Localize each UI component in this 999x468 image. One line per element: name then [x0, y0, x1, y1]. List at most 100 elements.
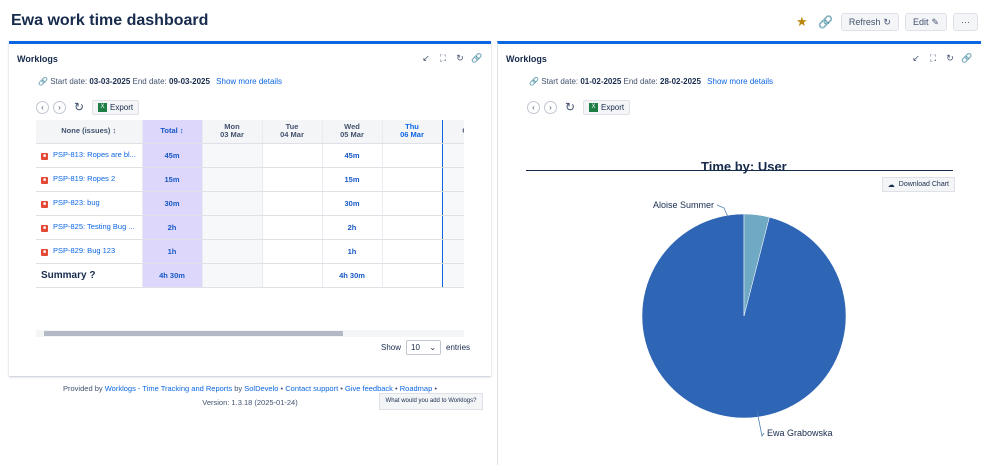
fri-cell[interactable]: [442, 167, 464, 192]
wed-cell[interactable]: 2h: [322, 215, 383, 240]
thu-cell[interactable]: [381, 215, 443, 240]
help-icon[interactable]: ?: [89, 269, 96, 281]
show-more-details-link[interactable]: Show more details: [707, 77, 773, 86]
issue-cell[interactable]: ■ PSP-829: Bug 123: [36, 239, 143, 264]
minimize-icon[interactable]: ↙: [912, 52, 920, 63]
mon-cell[interactable]: [202, 239, 263, 264]
column-thu[interactable]: Thu 06 Mar: [381, 120, 443, 144]
summary-thu: [381, 263, 443, 288]
vendor-link[interactable]: SolDevelo: [244, 384, 279, 393]
mon-cell[interactable]: [202, 191, 263, 216]
pie-slice-aloise-summer[interactable]: [743, 213, 770, 317]
gadget-title: Worklogs: [506, 54, 547, 64]
worklogs-chart-gadget: Worklogs ↙ ⛶ ↻ 🔗 🔗 Start date: 01-02-202…: [497, 41, 981, 465]
refresh-icon[interactable]: ↻: [564, 100, 576, 114]
more-button[interactable]: ···: [953, 13, 978, 31]
issue-link[interactable]: PSP-819: Ropes 2: [53, 174, 116, 183]
issue-cell[interactable]: ■ PSP-819: Ropes 2: [36, 167, 143, 192]
contact-support-link[interactable]: Contact support: [285, 384, 339, 393]
issue-cell[interactable]: ■ PSP-813: Ropes are bl...: [36, 143, 143, 168]
fri-cell[interactable]: [442, 191, 464, 216]
mon-cell[interactable]: [202, 143, 263, 168]
column-mon[interactable]: Mon 03 Mar: [202, 120, 263, 144]
mon-cell[interactable]: [202, 167, 263, 192]
thu-cell[interactable]: [381, 239, 443, 264]
start-date: 03-03-2025: [89, 77, 131, 86]
minimize-icon[interactable]: ↙: [422, 52, 430, 63]
issue-link[interactable]: PSP-813: Ropes are bl...: [53, 150, 136, 159]
show-more-details-link[interactable]: Show more details: [216, 77, 282, 86]
previous-period-button[interactable]: ‹: [527, 100, 540, 114]
export-button[interactable]: X Export: [583, 99, 631, 115]
tue-cell[interactable]: [262, 143, 323, 168]
column-total[interactable]: Total ↕: [142, 120, 203, 144]
fri-cell[interactable]: [442, 215, 464, 240]
export-button[interactable]: X Export: [92, 99, 140, 115]
give-feedback-link[interactable]: Give feedback: [344, 384, 393, 393]
fri-cell[interactable]: [442, 239, 464, 264]
app-link[interactable]: Worklogs - Time Tracking and Reports: [104, 384, 233, 393]
column-total-label: Total: [160, 126, 178, 136]
scrollbar-thumb[interactable]: [44, 331, 343, 336]
issue-link[interactable]: PSP-829: Bug 123: [53, 246, 116, 255]
wed-cell[interactable]: 1h: [322, 239, 383, 264]
worklogs-table-gadget: Worklogs ↙ ⛶ ↻ 🔗 🔗 Start date: 03-03-202…: [9, 41, 491, 410]
next-period-button[interactable]: ›: [53, 100, 66, 114]
date-range: 🔗 Start date: 01-02-2025 End date: 28-02…: [529, 77, 773, 86]
issue-cell[interactable]: ■ PSP-823: bug: [36, 191, 143, 216]
dashboard-header: Ewa work time dashboard ★ 🔗 Refresh ↻ Edi…: [0, 0, 999, 42]
wed-cell[interactable]: 45m: [322, 143, 383, 168]
link-icon[interactable]: 🔗: [961, 52, 973, 63]
refresh-icon[interactable]: ↻: [456, 52, 464, 63]
entries-label: entries: [446, 343, 471, 352]
issue-cell[interactable]: ■ PSP-825: Testing Bug ...: [36, 215, 143, 240]
thu-cell[interactable]: [381, 143, 443, 168]
entries-select[interactable]: 10 ⌄: [406, 340, 442, 355]
feedback-button[interactable]: What would you add to Worklogs?: [379, 393, 483, 410]
issue-link[interactable]: PSP-825: Testing Bug ...: [53, 222, 135, 231]
end-date: 09-03-2025: [169, 77, 210, 86]
wed-cell[interactable]: 15m: [322, 167, 383, 192]
fullscreen-icon[interactable]: ⛶: [929, 52, 937, 63]
next-period-button[interactable]: ›: [544, 100, 557, 114]
gadget-footer: Provided by Worklogs - Time Tracking and…: [9, 382, 491, 410]
excel-icon: X: [589, 102, 598, 112]
tue-cell[interactable]: [262, 167, 323, 192]
column-wed-date: 05 Mar: [340, 130, 364, 140]
end-label: End date:: [132, 77, 167, 86]
edit-button[interactable]: Edit ✎: [904, 13, 947, 31]
tue-cell[interactable]: [262, 239, 323, 264]
star-icon[interactable]: ★: [796, 14, 808, 29]
tue-cell[interactable]: [262, 191, 323, 216]
refresh-icon[interactable]: ↻: [946, 52, 954, 63]
column-fri-partial[interactable]: C: [442, 120, 464, 144]
fri-cell[interactable]: [442, 143, 464, 168]
column-issues[interactable]: None (issues) ↕: [36, 120, 143, 144]
thu-cell[interactable]: [381, 167, 443, 192]
dashboard-title: Ewa work time dashboard: [11, 12, 209, 29]
total-cell: 30m: [142, 191, 203, 216]
chevron-down-icon: ⌄: [429, 343, 437, 352]
roadmap-link[interactable]: Roadmap: [399, 384, 433, 393]
total-cell: 45m: [142, 143, 203, 168]
fullscreen-icon[interactable]: ⛶: [439, 52, 447, 63]
column-mon-date: 03 Mar: [220, 130, 244, 140]
refresh-button[interactable]: Refresh ↻: [840, 13, 899, 31]
link-icon[interactable]: 🔗: [818, 15, 834, 29]
refresh-icon[interactable]: ↻: [73, 100, 85, 114]
previous-period-button[interactable]: ‹: [36, 100, 49, 114]
thu-cell[interactable]: [381, 191, 443, 216]
download-chart-button[interactable]: ☁ Download Chart: [881, 177, 955, 192]
pie-slice-ewa-grabowska[interactable]: [641, 213, 847, 419]
mon-cell[interactable]: [202, 215, 263, 240]
column-tue[interactable]: Tue 04 Mar: [262, 120, 323, 144]
wed-cell[interactable]: 30m: [322, 191, 383, 216]
link-icon[interactable]: 🔗: [471, 52, 483, 63]
issue-link[interactable]: PSP-823: bug: [53, 198, 100, 207]
column-wed[interactable]: Wed 05 Mar: [322, 120, 383, 144]
tue-cell[interactable]: [262, 215, 323, 240]
table-row: ■ PSP-819: Ropes 2 15m 15m: [36, 167, 464, 192]
summary-tue: [262, 263, 323, 288]
horizontal-scrollbar[interactable]: [36, 330, 464, 337]
edit-label: Edit: [912, 17, 929, 27]
